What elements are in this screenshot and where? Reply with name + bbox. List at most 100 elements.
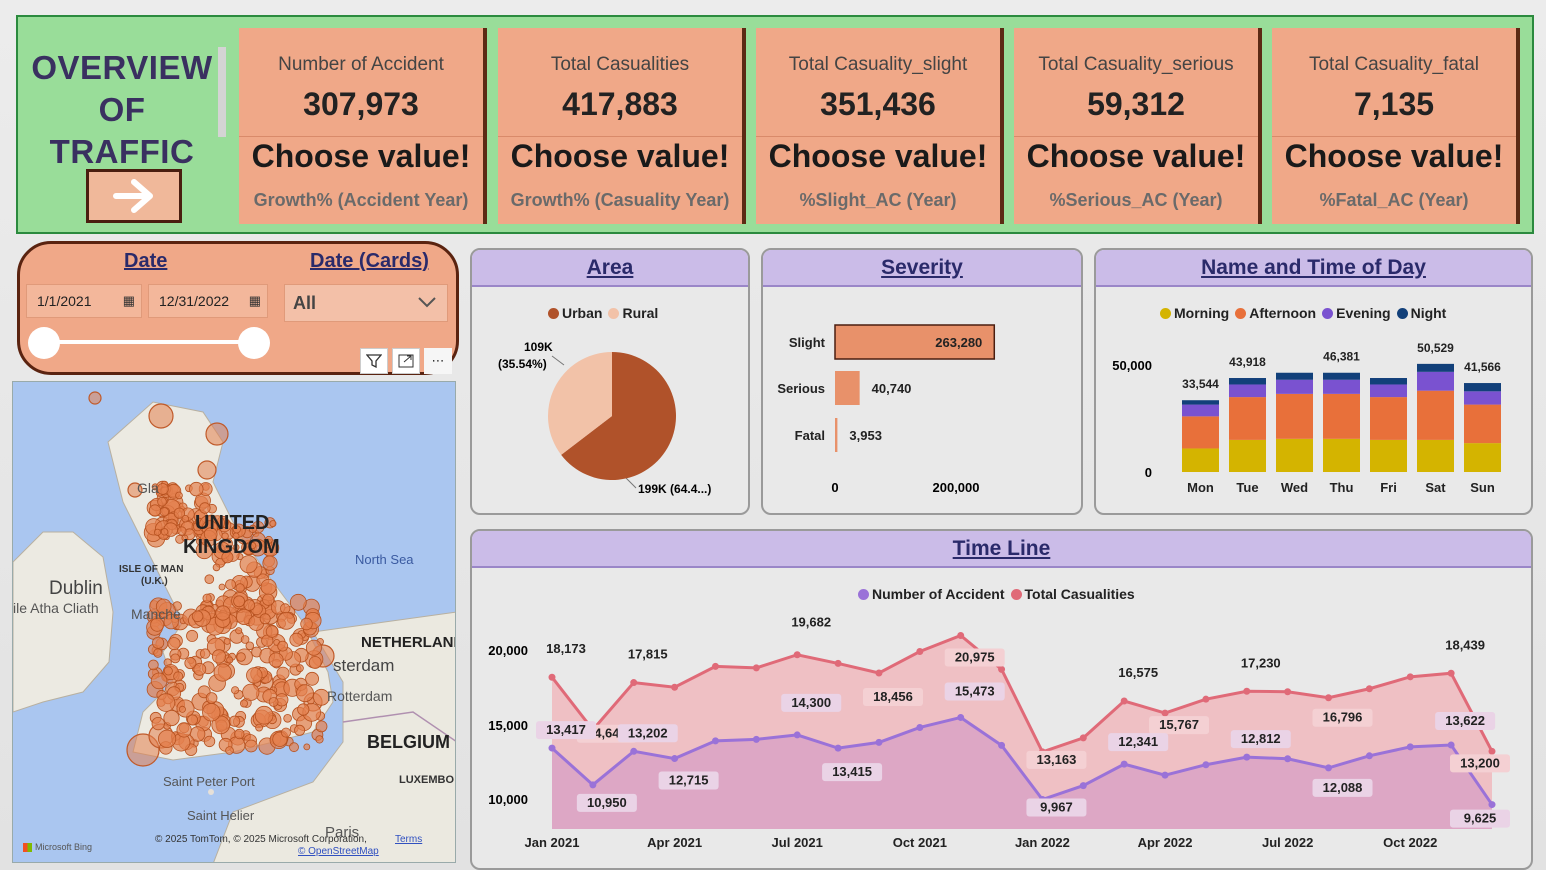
kpi-card-accidents[interactable]: Number of Accident 307,973 Choose value!… [239, 28, 487, 224]
focus-mode-icon[interactable] [392, 348, 420, 374]
timeline-label-bg [1108, 733, 1169, 752]
start-date-input[interactable]: 1/1/2021 ▦ [26, 284, 142, 318]
area-legend: Urban Rural [548, 305, 658, 321]
timeline-point [834, 659, 842, 667]
date-cards-dropdown[interactable]: All [284, 284, 448, 322]
accident-bubble [232, 532, 240, 540]
legend-accidents[interactable]: Number of Accident [858, 586, 1005, 602]
kpi-choose-value: Choose value! [251, 138, 471, 174]
legend-morning[interactable]: Morning [1160, 305, 1229, 321]
severity-bar-fatal [835, 418, 838, 452]
timeline-point [752, 664, 760, 672]
severity-card[interactable]: Severity 0 200,000 Slight 263,280 Serious 4… [761, 248, 1083, 515]
dow-x-label: Tue [1236, 480, 1258, 495]
legend-urban[interactable]: Urban [548, 305, 602, 321]
map-label-netherlands: NETHERLAND [361, 634, 456, 651]
kpi-card-serious[interactable]: Total Casuality_serious 59,312 Choose va… [1014, 28, 1262, 224]
severity-category-label: Slight [789, 335, 826, 350]
timeline-point [1406, 673, 1414, 681]
area-pie-chart[interactable]: 109K (35.54%) 199K (64.4...) [472, 250, 750, 515]
accident-bubble [203, 527, 218, 541]
map-terms-link[interactable]: Terms [395, 834, 423, 845]
timeline-area-chart[interactable]: 20,000 15,000 10,000 18,173 14,648 17,815 1… [472, 531, 1533, 870]
day-time-stacked-chart[interactable]: 50,000 0 33,544 Mon 43,918 Tue Wed 46,381 Thu F… [1096, 250, 1533, 515]
timeline-label-bg [944, 682, 1005, 701]
accident-bubble [235, 627, 243, 635]
accident-bubble [173, 671, 184, 682]
kpi-value: 59,312 [1087, 86, 1185, 122]
accident-bubble [151, 716, 165, 731]
end-date-input[interactable]: 12/31/2022 ▦ [148, 284, 268, 318]
accident-bubble-layer[interactable] [13, 382, 456, 863]
timeline-x-tick: Apr 2022 [1138, 835, 1193, 850]
date-slicer-panel: Date Date (Cards) 1/1/2021 ▦ 12/31/2022 … [17, 241, 459, 375]
timeline-label-bg [1149, 716, 1210, 735]
timeline-point [711, 737, 719, 745]
timeline-point [1365, 685, 1373, 693]
kpi-card-fatal[interactable]: Total Casuality_fatal 7,135 Choose value… [1272, 28, 1520, 224]
timeline-card[interactable]: Time Line Number of Accident Total Casua… [470, 529, 1533, 870]
severity-bar-chart[interactable]: 0 200,000 Slight 263,280 Serious 40,740 Fata… [763, 250, 1083, 515]
accident-bubble [202, 703, 221, 722]
timeline-point [1447, 741, 1455, 749]
kpi-value: 7,135 [1353, 86, 1435, 122]
casualties-dot-icon [1010, 589, 1022, 600]
timeline-point [1120, 760, 1128, 768]
kpi-card-slight[interactable]: Total Casuality_slight 351,436 Choose va… [756, 28, 1004, 224]
timeline-x-tick: Jul 2021 [772, 835, 823, 850]
severity-category-label: Fatal [795, 428, 825, 443]
day-time-card[interactable]: Name and Time of Day Morning Afternoon E… [1094, 248, 1533, 515]
accident-map[interactable]: UNITED KINGDOM North Sea ISLE OF MAN (U.… [12, 381, 456, 863]
timeline-point [1243, 753, 1251, 761]
kpi-value: 351,436 [820, 86, 936, 122]
kpi-choose-value: Choose value! [510, 138, 730, 174]
legend-rural[interactable]: Rural [608, 305, 658, 321]
accident-bubble [268, 652, 284, 668]
kpi-card-casualties[interactable]: Total Casualities 417,883 Choose value! … [498, 28, 746, 224]
timeline-point [1488, 801, 1496, 809]
pie-leader-rural [551, 355, 565, 366]
filter-icon[interactable] [360, 348, 388, 374]
legend-night[interactable]: Night [1396, 305, 1446, 321]
rural-dot-icon [608, 308, 620, 319]
accident-bubble [294, 724, 306, 736]
map-osm-link[interactable]: © OpenStreetMap [298, 846, 379, 857]
legend-afternoon[interactable]: Afternoon [1235, 305, 1316, 321]
more-options-icon[interactable]: ⋯ [424, 348, 452, 374]
timeline-point [1284, 755, 1292, 763]
dow-bar-segment-afternoon [1370, 397, 1407, 440]
dow-bar-segment-morning [1464, 443, 1501, 472]
range-end-handle[interactable] [238, 327, 270, 359]
accident-bubble [246, 667, 263, 684]
accident-bubble [236, 652, 246, 662]
tl-ytick-2: 10,000 [488, 792, 528, 807]
range-start-handle[interactable] [28, 327, 60, 359]
arrow-right-icon [113, 179, 153, 213]
calendar-icon[interactable]: ▦ [248, 293, 261, 308]
area-title: Area [586, 255, 634, 279]
accident-bubble [158, 729, 177, 748]
legend-evening[interactable]: Evening [1322, 305, 1391, 321]
accident-bubble [199, 648, 211, 659]
kpi-divider [756, 136, 1000, 137]
accident-bubble [213, 663, 232, 682]
accident-bubble [259, 613, 271, 625]
title-line-1: OVERVIEW [31, 49, 213, 86]
legend-casualties[interactable]: Total Casualities [1010, 586, 1135, 602]
calendar-icon[interactable]: ▦ [122, 293, 135, 308]
navigate-button[interactable] [86, 169, 182, 223]
map-label-north-sea: North Sea [355, 552, 414, 567]
timeline-x-tick: Apr 2021 [647, 835, 702, 850]
area-card[interactable]: Area Urban Rural 109K (35.54%) 199K (64.… [470, 248, 750, 515]
accident-bubble [221, 551, 234, 564]
day-time-title: Name and Time of Day [1201, 255, 1426, 279]
accident-bubble [167, 637, 181, 651]
dropdown-value: All [293, 292, 317, 313]
timeline-point [793, 731, 801, 739]
kpi-subtitle: %Slight_AC (Year) [799, 190, 957, 210]
date-range-track[interactable] [46, 340, 256, 344]
timeline-point [957, 713, 965, 721]
map-label-st-peter: Saint Peter Port [163, 774, 255, 789]
dow-x-label: Sat [1425, 480, 1446, 495]
timeline-point [1488, 747, 1496, 755]
